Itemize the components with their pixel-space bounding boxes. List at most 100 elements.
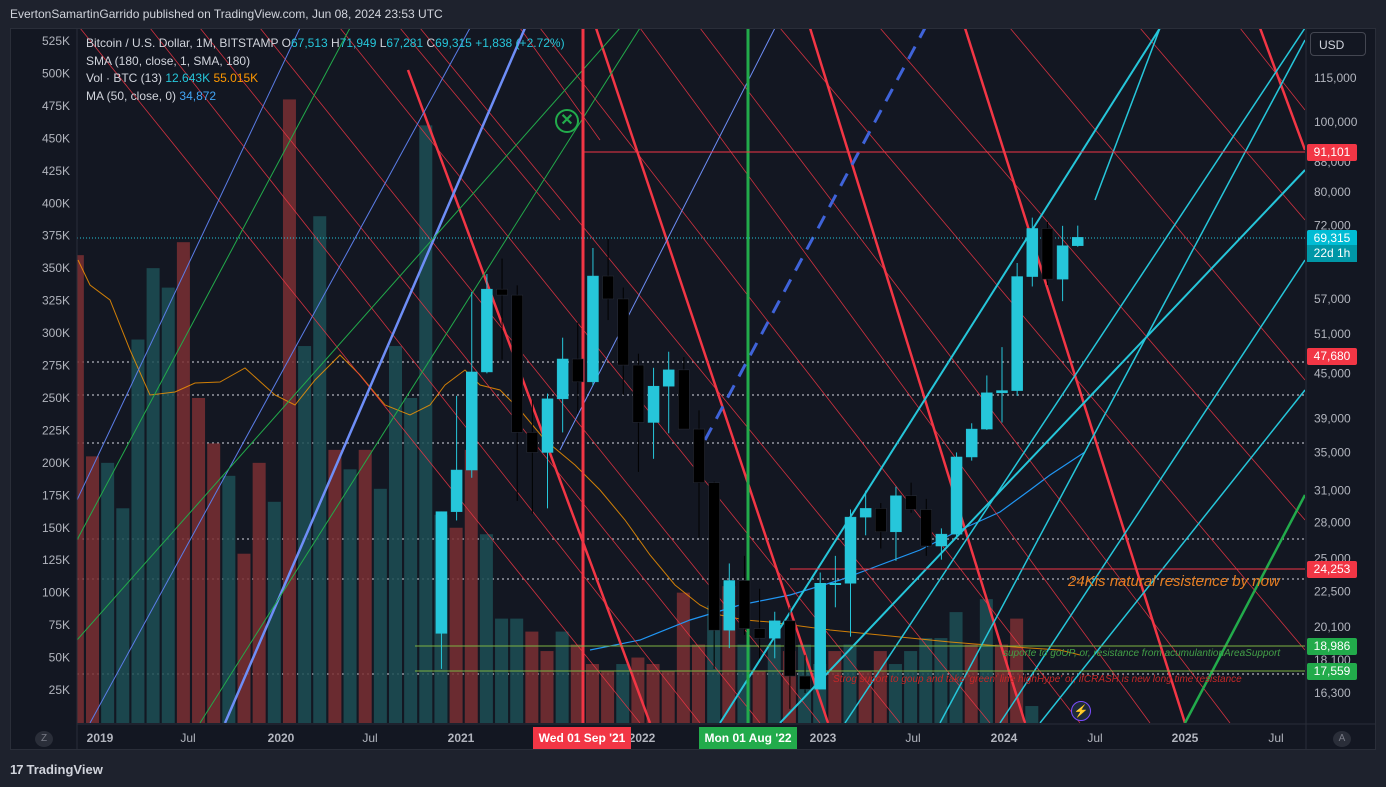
legend-low: 67,281	[386, 36, 424, 50]
price-tag-91101: 91,101	[1307, 144, 1357, 161]
volume-bar	[661, 670, 675, 723]
volume-bar	[692, 644, 705, 723]
cyan-trend-line	[719, 29, 1161, 723]
legend-sma-row[interactable]: SMA (180, close, 1, SMA, 180)	[86, 53, 565, 71]
volume-bar	[389, 346, 402, 723]
left-axis-tick: 125K	[42, 553, 70, 567]
volume-bar	[601, 670, 615, 723]
candle-body	[799, 675, 811, 690]
legend-high-label: H	[331, 36, 340, 50]
candle-body	[481, 288, 493, 373]
left-axis-tick: 425K	[42, 164, 70, 178]
annotation-strong-support[interactable]: Strog suport to goup and take 'green' li…	[833, 674, 1242, 685]
cyan-trend-line	[844, 29, 1305, 723]
candle-body	[920, 509, 932, 547]
circle-x-icon[interactable]: ✕	[555, 109, 579, 133]
candle-body	[981, 392, 993, 430]
legend-ohlc-row: Bitcoin / U.S. Dollar, 1M, BITSTAMP O67,…	[86, 35, 565, 53]
x-axis-tick: Jul	[1268, 731, 1283, 745]
thick-red-trend-line	[1259, 29, 1305, 151]
candle-body	[556, 358, 569, 400]
thin-red-trend-line	[400, 29, 561, 221]
volume-bar	[616, 664, 630, 723]
thin-red-trend-line	[1010, 29, 1305, 381]
currency-button[interactable]: USD	[1310, 32, 1366, 56]
candle-body	[647, 385, 660, 423]
thin-red-trend-line	[880, 29, 1305, 521]
green-trend-line	[77, 29, 351, 541]
volume-bar	[404, 397, 418, 723]
candle-body	[965, 428, 978, 458]
left-axis-tick: 500K	[42, 66, 70, 80]
price-tag-countdown: 22d 1h	[1307, 245, 1357, 262]
price-tag-17559: 17,559	[1307, 663, 1357, 680]
candle-body	[1056, 245, 1069, 280]
candle-body	[526, 432, 539, 453]
legend-symbol[interactable]: Bitcoin / U.S. Dollar, 1M, BITSTAMP	[86, 36, 279, 50]
green-trend-line	[199, 29, 640, 723]
annotation-resistance[interactable]: 24Kis natural resistence by now	[1068, 573, 1280, 590]
legend-ma-row[interactable]: MA (50, close, 0) 34,872	[86, 88, 565, 106]
right-axis-tick: 39,000	[1314, 411, 1351, 425]
left-axis-tick: 200K	[42, 456, 70, 470]
right-axis-tick: 57,000	[1314, 292, 1351, 306]
green-trend-line	[77, 29, 620, 641]
footer-brand[interactable]: 17 TradingView	[10, 762, 103, 777]
volume-bar	[373, 488, 387, 723]
x-axis-tick: 2020	[268, 731, 295, 745]
volume-bar	[343, 469, 357, 723]
volume-bar	[282, 99, 296, 723]
blue-thin-trend-line	[89, 29, 471, 723]
volume-bar	[222, 475, 236, 723]
left-axis-tick: 300K	[42, 326, 70, 340]
zoom-left-button[interactable]: Z	[35, 731, 53, 747]
right-axis-tick: 22,500	[1314, 585, 1351, 599]
volume-bar	[77, 255, 84, 723]
lightning-icon[interactable]: ⚡	[1071, 701, 1091, 721]
cyan-trend-line	[939, 39, 1305, 723]
ma50-line	[589, 451, 1086, 651]
legend-vol-value: 12.643K	[165, 71, 211, 85]
volume-bar	[873, 651, 887, 723]
legend-vol-ma: 55.015K	[213, 71, 259, 85]
thin-red-trend-line	[420, 29, 991, 723]
right-axis-tick: 45,000	[1314, 366, 1351, 380]
candle-body	[602, 275, 614, 300]
volume-bar	[646, 664, 660, 723]
right-axis-tick: 28,000	[1314, 516, 1351, 530]
blue-dashed-projection-line	[703, 29, 927, 441]
candle-body	[814, 582, 826, 690]
candle-body	[905, 495, 917, 510]
left-axis-tick: 250K	[42, 391, 70, 405]
auto-scale-button[interactable]: A	[1333, 731, 1351, 747]
candle-body	[450, 469, 463, 512]
volume-bar	[995, 644, 1008, 723]
volume-bar	[146, 268, 160, 723]
footer-brand-label: TradingView	[26, 762, 103, 777]
legend-vol-row[interactable]: Vol · BTC (13) 12.643K 55.015K	[86, 70, 565, 88]
candle-body	[829, 582, 842, 585]
candle-body	[890, 495, 902, 533]
x-axis-tick: Jul	[1087, 731, 1102, 745]
cyan-trend-line	[1039, 389, 1305, 723]
candle-body	[662, 369, 675, 387]
x-axis-tick: 2021	[448, 731, 475, 745]
volume-bar	[328, 449, 342, 723]
left-axis-tick: 275K	[42, 359, 70, 373]
volume-bar	[979, 599, 993, 723]
thin-red-trend-line	[80, 29, 641, 723]
annotation-suporte[interactable]: suporte to goUP, or, resistance from acu…	[1003, 648, 1281, 659]
volume-bar	[585, 664, 599, 723]
volume-bar	[964, 644, 978, 723]
candle-body	[587, 275, 599, 383]
candle-body	[935, 533, 948, 547]
candle-body	[753, 628, 766, 639]
legend-sma-label: SMA (180, close, 1, SMA, 180)	[86, 53, 251, 68]
left-axis-tick: 50K	[49, 651, 70, 665]
left-axis-tick: 225K	[42, 423, 70, 437]
volume-bar	[207, 443, 221, 723]
volume-bar	[116, 508, 130, 723]
left-axis-tick: 25K	[49, 683, 70, 697]
candle-body	[844, 516, 857, 584]
